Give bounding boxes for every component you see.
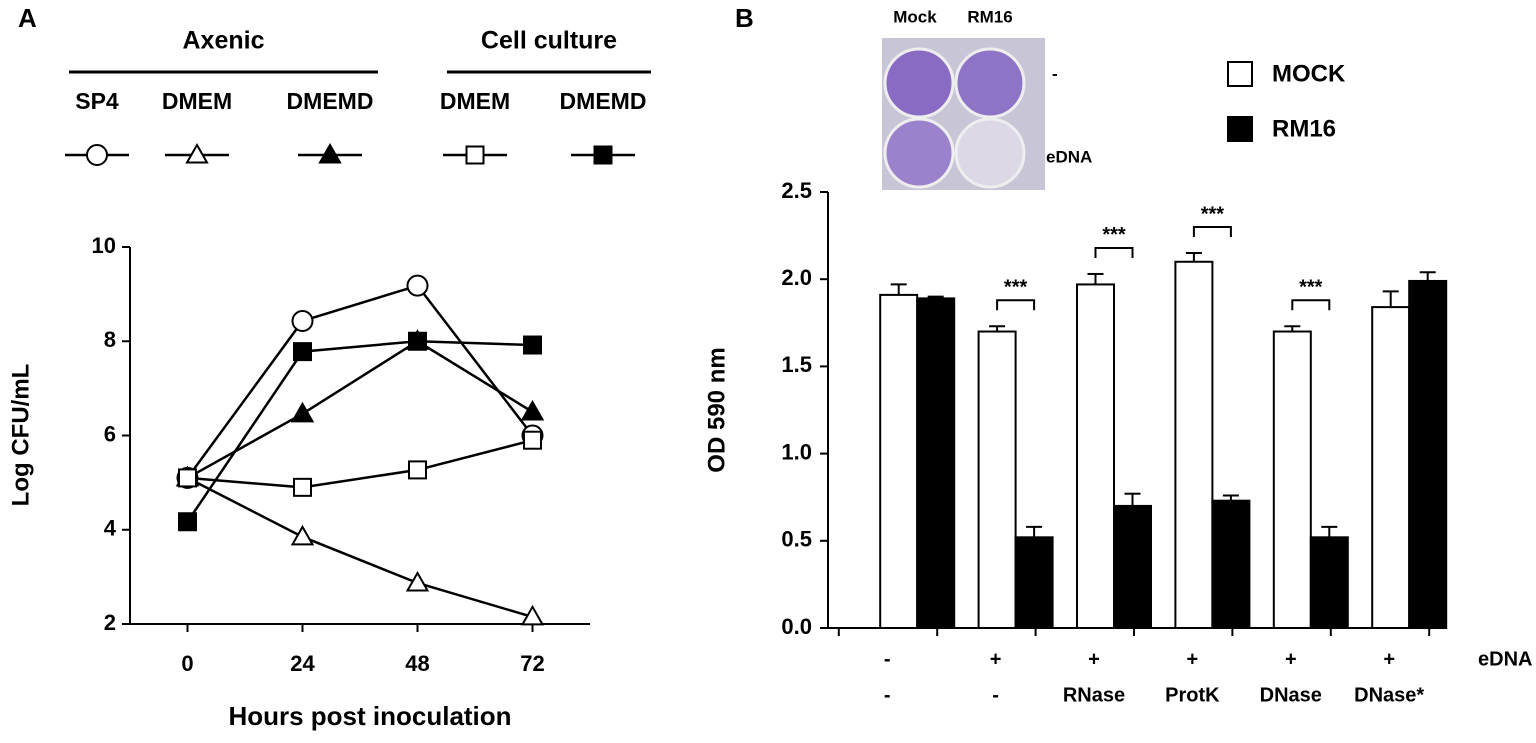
x-tick-label: - <box>884 648 891 670</box>
x-tick-label: + <box>1285 648 1297 670</box>
bar <box>1174 260 1214 629</box>
marker <box>408 331 427 351</box>
y-tick-label: 0.0 <box>781 614 812 639</box>
bar <box>1014 536 1054 630</box>
panel-letter: B <box>735 3 754 33</box>
legend-swatch <box>1227 116 1253 142</box>
y-tick-label: 6 <box>104 421 116 446</box>
marker <box>290 524 315 546</box>
bar <box>1371 306 1411 629</box>
y-axis-title: OD 590 nm <box>703 347 730 472</box>
marker <box>178 468 197 488</box>
well <box>883 117 955 189</box>
marker <box>408 460 427 480</box>
marker <box>86 144 108 166</box>
marker <box>405 570 430 592</box>
marker <box>523 430 542 450</box>
x-tick-label: + <box>1187 648 1199 670</box>
bar <box>1272 330 1312 629</box>
bar <box>1309 536 1349 630</box>
marker <box>465 145 485 165</box>
marker <box>523 335 542 355</box>
panel-letter: A <box>18 3 37 33</box>
bar <box>1113 504 1152 630</box>
x-tick-label: 0 <box>181 651 193 676</box>
x-tick-label: ProtK <box>1165 684 1220 706</box>
bar <box>916 297 956 629</box>
x-tick-label: DNase* <box>1354 684 1424 706</box>
x-tick-label: + <box>1383 648 1395 670</box>
inset-photo <box>882 38 1045 190</box>
marker <box>520 399 545 421</box>
marker <box>520 604 545 626</box>
inset-row: eDNA <box>1046 147 1092 166</box>
x-tick-label: - <box>884 684 891 706</box>
marker <box>293 477 312 497</box>
series-line <box>186 284 534 479</box>
y-tick-label: 4 <box>104 516 117 541</box>
legend-label: DMEMD <box>560 88 647 114</box>
marker <box>178 512 197 532</box>
x-tick-label: 24 <box>290 651 315 676</box>
x-axis-title: Hours post inoculation <box>228 701 511 731</box>
y-tick-label: 0.5 <box>781 527 812 552</box>
x-tick-label: - <box>992 684 999 706</box>
well <box>954 117 1026 189</box>
y-axis-title: Log CFU/mL <box>7 364 34 507</box>
significance-bracket <box>996 299 1036 311</box>
row-label: eDNA <box>1478 648 1532 670</box>
significance-bracket <box>1094 246 1134 258</box>
y-tick-label: 1.0 <box>781 439 812 464</box>
x-tick-label: 48 <box>405 651 429 676</box>
marker <box>290 401 315 423</box>
x-tick-label: 72 <box>520 651 544 676</box>
y-tick-label: 1.5 <box>781 352 812 377</box>
x-tick-label: RNase <box>1063 684 1125 706</box>
inset-row: - <box>1052 64 1058 83</box>
marker <box>593 145 613 165</box>
marker <box>406 274 429 297</box>
bar <box>1408 279 1448 629</box>
legend-group: Cell culture <box>481 27 617 55</box>
y-tick-label: 2.0 <box>781 265 812 290</box>
series-line <box>186 339 534 480</box>
bar <box>977 330 1017 629</box>
legend-swatch <box>1227 61 1253 87</box>
legend-label: DMEM <box>162 88 232 114</box>
marker <box>185 142 209 164</box>
legend-label: RM16 <box>1272 115 1336 142</box>
series-line <box>187 439 533 489</box>
marker <box>293 342 312 362</box>
bar <box>1076 283 1115 629</box>
y-tick-label: 2.5 <box>781 178 812 203</box>
series-line <box>186 476 533 619</box>
well <box>954 47 1026 119</box>
inset-column: Mock <box>893 7 937 26</box>
significance-label: *** <box>1299 277 1323 299</box>
series-line <box>186 339 533 523</box>
marker <box>318 142 342 164</box>
significance-bracket <box>1192 226 1232 238</box>
legend-label: DMEMD <box>287 88 374 114</box>
legend-group: Axenic <box>183 27 265 55</box>
bar <box>1211 499 1251 629</box>
bar <box>879 293 919 629</box>
legend-label: MOCK <box>1272 60 1346 87</box>
significance-label: *** <box>1201 203 1225 225</box>
marker <box>291 309 314 332</box>
legend-label: DMEM <box>440 88 510 114</box>
significance-label: *** <box>1004 277 1028 299</box>
inset-column: RM16 <box>967 7 1012 26</box>
y-tick-label: 8 <box>104 327 116 352</box>
x-tick-label: + <box>990 648 1002 670</box>
well <box>883 47 955 119</box>
significance-bracket <box>1291 299 1331 311</box>
significance-label: *** <box>1102 224 1126 246</box>
legend-label: SP4 <box>75 88 119 114</box>
x-tick-label: + <box>1088 648 1100 670</box>
y-tick-label: 10 <box>92 233 116 258</box>
x-tick-label: DNase <box>1260 684 1322 706</box>
y-tick-label: 2 <box>104 610 116 635</box>
